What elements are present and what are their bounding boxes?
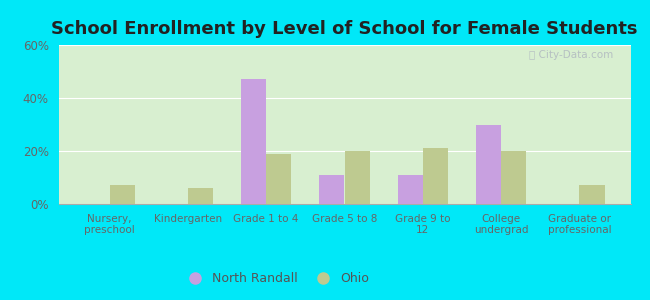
Bar [110, 185, 135, 204]
Bar [476, 124, 501, 204]
Legend: North Randall, Ohio: North Randall, Ohio [177, 267, 374, 290]
Bar [422, 148, 448, 204]
Title: School Enrollment by Level of School for Female Students: School Enrollment by Level of School for… [51, 20, 638, 38]
Bar [398, 175, 423, 204]
Text: ⓘ City-Data.com: ⓘ City-Data.com [529, 50, 614, 60]
Bar [579, 185, 604, 204]
Bar [344, 151, 370, 204]
Bar [188, 188, 213, 204]
Bar [501, 151, 526, 204]
Bar [241, 80, 266, 204]
Bar [266, 154, 291, 204]
Bar [319, 175, 344, 204]
